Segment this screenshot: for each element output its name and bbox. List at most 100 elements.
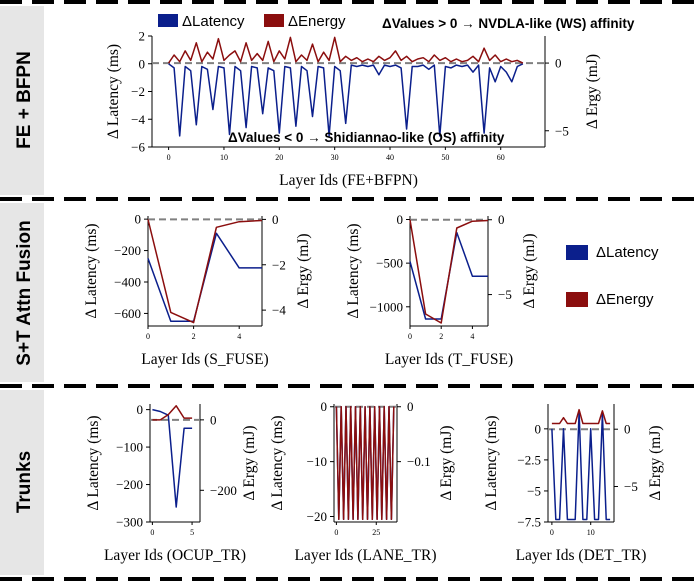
left-tick-label: −600 bbox=[114, 306, 141, 321]
x-axis-label: Layer Ids (FE+BFPN) bbox=[279, 172, 418, 189]
left-tick-label: 0 bbox=[321, 399, 328, 414]
left-tick-label: 0 bbox=[535, 421, 542, 436]
panel-lane-tr: 0 −10 −20 0 −0.1 0 25 Layer Ids (LANE_TR) Δ Late… bbox=[269, 399, 455, 564]
left-tick-label: −2 bbox=[131, 84, 145, 99]
right-tick-label: −5 bbox=[624, 479, 638, 494]
side-legend-latency-swatch bbox=[566, 245, 588, 260]
left-tick-label: 0 bbox=[135, 212, 142, 227]
section-label-fusion: S+T Attn Fusion bbox=[14, 220, 35, 365]
y-axis-label-right: Δ Ergy (mJ) bbox=[521, 233, 538, 308]
x-axis-label: Layer Ids (S_FUSE) bbox=[141, 351, 268, 368]
left-tick-label: 0 bbox=[139, 56, 146, 71]
energy-series-line bbox=[335, 405, 395, 521]
right-tick-label: −200 bbox=[210, 483, 237, 498]
x-tick-label: 0 bbox=[550, 528, 554, 537]
y-axis-label-left: Δ Latency (ms) bbox=[105, 44, 122, 139]
y-axis-label-left: Δ Latency (ms) bbox=[83, 223, 100, 318]
x-tick-label: 4 bbox=[237, 332, 241, 341]
left-tick-label: −5 bbox=[527, 483, 541, 498]
x-tick-label: 0 bbox=[167, 153, 171, 162]
x-axis-label: Layer Ids (OCUP_TR) bbox=[104, 547, 246, 564]
x-tick-label: 2 bbox=[192, 332, 196, 341]
x-tick-label: 5 bbox=[190, 528, 194, 537]
section-bar-fe bbox=[0, 6, 44, 195]
side-legend-latency-label: ΔLatency bbox=[596, 244, 659, 261]
legend-latency-label: ΔLatency bbox=[182, 13, 245, 30]
annotation-ws-affinity: ΔValues > 0 → NVDLA-like (WS) affinity bbox=[382, 16, 635, 31]
left-tick-label: −6 bbox=[131, 140, 145, 155]
right-tick-label: 0 bbox=[624, 422, 631, 437]
section-label-fe: FE + BFPN bbox=[14, 51, 35, 149]
x-axis-label: Layer Ids (T_FUSE) bbox=[385, 351, 513, 368]
right-tick-label: 0 bbox=[272, 212, 279, 227]
annotation-os-affinity: ΔValues < 0 → Shidiannao-like (OS) affin… bbox=[228, 130, 505, 145]
legend-energy-label: ΔEnergy bbox=[288, 13, 346, 30]
right-tick-label: −5 bbox=[555, 123, 569, 138]
x-tick-label: 20 bbox=[275, 153, 283, 162]
y-axis-label-right: Δ Ergy (mJ) bbox=[295, 233, 312, 308]
right-tick-label: 0 bbox=[407, 399, 414, 414]
left-tick-label: −1000 bbox=[370, 299, 403, 314]
y-axis-label-right: Δ Ergy (mJ) bbox=[438, 425, 455, 500]
left-tick-label: −2.5 bbox=[517, 452, 541, 467]
section-bar-trunks bbox=[0, 390, 44, 575]
left-tick-label: −200 bbox=[114, 243, 141, 258]
x-tick-label: 4 bbox=[470, 332, 474, 341]
right-tick-label: 0 bbox=[555, 56, 562, 71]
top-legend: ΔLatency ΔEnergy bbox=[158, 13, 346, 30]
legend-latency-swatch bbox=[158, 14, 178, 27]
side-legend-energy-label: ΔEnergy bbox=[596, 291, 654, 308]
left-tick-label: −200 bbox=[116, 477, 143, 492]
panel-ocup-tr: 0 −100 −200 −300 0 −200 0 5 Layer Ids (OCUP_TR) Δ… bbox=[85, 402, 258, 564]
legend-energy-swatch bbox=[264, 14, 284, 27]
x-axis-label: Layer Ids (LANE_TR) bbox=[294, 547, 436, 564]
energy-series-line bbox=[147, 219, 263, 324]
energy-series-line bbox=[551, 408, 611, 425]
section-bar-fusion bbox=[0, 203, 44, 382]
y-axis-label-left: Δ Latency (ms) bbox=[85, 415, 102, 510]
y-axis-label-right: Δ Ergy (mJ) bbox=[241, 425, 258, 500]
latency-series-line bbox=[168, 63, 524, 137]
panel-t-fuse: 0 −500 −1000 0 −5 0 2 4 Layer Ids (T_FUSE) Δ Late… bbox=[345, 212, 538, 368]
right-tick-label: −4 bbox=[272, 303, 286, 318]
y-axis-label-left: Δ Latency (ms) bbox=[483, 415, 500, 510]
x-axis-label: Layer Ids (DET_TR) bbox=[516, 547, 647, 564]
x-tick-label: 2 bbox=[439, 332, 443, 341]
x-tick-label: 50 bbox=[441, 153, 449, 162]
left-tick-label: −500 bbox=[376, 256, 403, 271]
x-tick-label: 0 bbox=[146, 332, 150, 341]
energy-series-line bbox=[167, 36, 524, 64]
x-tick-label: 0 bbox=[150, 528, 154, 537]
left-tick-label: 2 bbox=[139, 29, 146, 44]
panel-det-tr: 0 −2.5 −5 −7.5 0 −5 0 10 Layer Ids (DET_TR) Δ Lat… bbox=[483, 404, 664, 564]
left-tick-label: 0 bbox=[397, 212, 404, 227]
section-label-trunks: Trunks bbox=[14, 451, 35, 513]
x-tick-label: 10 bbox=[220, 153, 228, 162]
energy-series-line bbox=[152, 405, 193, 421]
x-tick-label: 25 bbox=[372, 528, 380, 537]
x-tick-label: 30 bbox=[331, 153, 339, 162]
x-tick-label: 10 bbox=[587, 528, 595, 537]
panel-s-fuse: 0 −200 −400 −600 0 −2 −4 0 2 4 Layer Ids (S_FUSE) Δ… bbox=[83, 212, 312, 368]
left-tick-label: −7.5 bbox=[517, 515, 541, 530]
left-tick-label: −400 bbox=[114, 275, 141, 290]
y-axis-label-left: Δ Latency (ms) bbox=[269, 415, 286, 510]
right-tick-label: −2 bbox=[272, 257, 286, 272]
y-axis-label-right: Δ Ergy (mJ) bbox=[584, 54, 601, 129]
section-label-bars: FE + BFPN S+T Attn Fusion Trunks bbox=[0, 6, 44, 575]
right-tick-label: 0 bbox=[210, 412, 217, 427]
left-tick-label: −20 bbox=[307, 509, 327, 524]
y-axis-label-left: Δ Latency (ms) bbox=[345, 223, 362, 318]
x-tick-label: 0 bbox=[334, 528, 338, 537]
latency-series-line bbox=[551, 410, 611, 521]
left-tick-label: −100 bbox=[116, 440, 143, 455]
left-tick-label: −4 bbox=[131, 112, 145, 127]
x-tick-label: 0 bbox=[408, 332, 412, 341]
latency-series-line bbox=[152, 408, 193, 508]
x-tick-label: 60 bbox=[497, 153, 505, 162]
left-tick-label: −10 bbox=[307, 454, 327, 469]
right-tick-label: −0.1 bbox=[407, 454, 431, 469]
